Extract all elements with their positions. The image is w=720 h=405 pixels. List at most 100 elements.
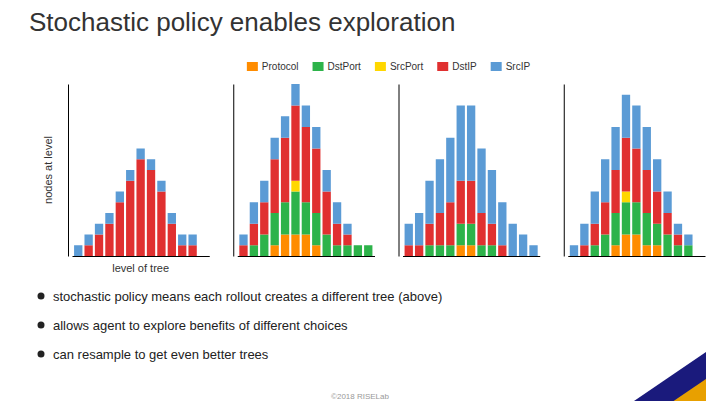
bar-segment [580,245,588,256]
bar-segment [622,138,630,192]
bar-segment [446,138,454,203]
bar-segment [695,256,703,257]
legend-swatch [375,62,386,71]
legend-label: DstPort [328,61,362,72]
bar-segment [333,224,341,246]
legend-item: Protocol [247,61,299,72]
bar-segment [632,202,640,234]
bar-segment [364,245,372,256]
y-axis [68,85,69,257]
y-axis-title: nodes at level [42,136,54,204]
bar-segment [302,127,310,202]
bar-segment [147,159,155,170]
bar-segment [477,213,485,245]
bar-segment [199,256,207,257]
bar-segment [354,245,362,246]
y-axis [399,85,400,257]
bar-segment [663,192,671,214]
legend-swatch [491,62,502,71]
bar-segment [529,245,537,256]
bar-segment [467,181,475,224]
bar-segment [291,84,299,106]
x-axis-line [403,256,540,257]
bar-segment [601,159,609,202]
legend-item: SrcPort [375,61,424,72]
y-axis-line [233,85,234,257]
bar-segment [643,213,651,245]
legend-item: SrcIP [491,61,531,72]
bar-segment [343,224,351,235]
x-axis [238,256,375,257]
bar-segment [488,224,496,246]
title: Stochastic policy enables exploration [29,7,455,37]
bar-segment [695,256,703,257]
bar-segment [601,235,609,257]
bar-segment [591,192,599,224]
bar-segment [157,181,165,192]
bar-segment [364,245,372,246]
bar-segment [260,202,268,234]
bar-panel [239,84,372,256]
bar-segment [312,245,320,256]
bar-segment [457,106,465,181]
bar-segment [457,245,465,256]
bar-segment [519,235,527,257]
axes [69,85,706,257]
bar-segment [291,192,299,235]
bar-segment [271,159,279,213]
x-axis [73,256,210,257]
bar-segment [622,192,630,203]
x-axis-line [73,256,210,257]
bar-segment [477,245,485,256]
bar-segment [271,138,279,160]
bar-segment [580,224,588,246]
bar-segment [674,235,682,246]
bar-segment [354,245,362,246]
bar-segment [611,245,619,256]
bar-segment [405,245,413,256]
x-axis-line [238,256,375,257]
x-axis-line [568,256,705,257]
legend-swatch [437,62,448,71]
bar-segment [281,116,289,138]
bar-segment [509,224,517,256]
bar-segment [591,245,599,256]
bar-segment [674,245,682,256]
bar-segment [105,224,113,256]
bar-segment [436,213,444,245]
bar-segment [488,245,496,256]
bar-segment [168,224,176,256]
bar-segment [446,245,454,256]
y-axis-line [68,85,69,257]
bar-segment [168,213,176,224]
bar-segment [271,245,279,256]
bar-segment [199,256,207,257]
plot-marks [74,84,692,256]
footnote: ©2018 RISELab [331,392,389,401]
y-axis [564,85,565,257]
bar-segment [695,256,703,257]
bar-segment [291,235,299,257]
bar-segment [312,213,320,245]
bar-segment [136,159,144,256]
legend: Protocol DstPort SrcPort DstIP SrcIP [247,61,531,72]
bar-segment [95,235,103,257]
bar-segment [663,235,671,257]
bar-segment [425,181,433,224]
bar-segment [425,245,433,256]
bar-segment [457,181,465,224]
bar-segment [178,245,186,256]
bar-segment [622,95,630,138]
bar-segment [302,106,310,128]
annotation: allows agent to explore benefits of diff… [53,318,348,333]
legend-item: DstIP [437,61,477,72]
bar-segment [354,245,362,256]
bar-segment [281,138,289,203]
bar-segment [239,235,247,246]
bar-segment [291,106,299,181]
bar-segment [136,149,144,160]
bar-segment [105,213,113,224]
bar-segment [446,202,454,245]
bar-segment [643,245,651,256]
bar-segment [250,224,258,246]
